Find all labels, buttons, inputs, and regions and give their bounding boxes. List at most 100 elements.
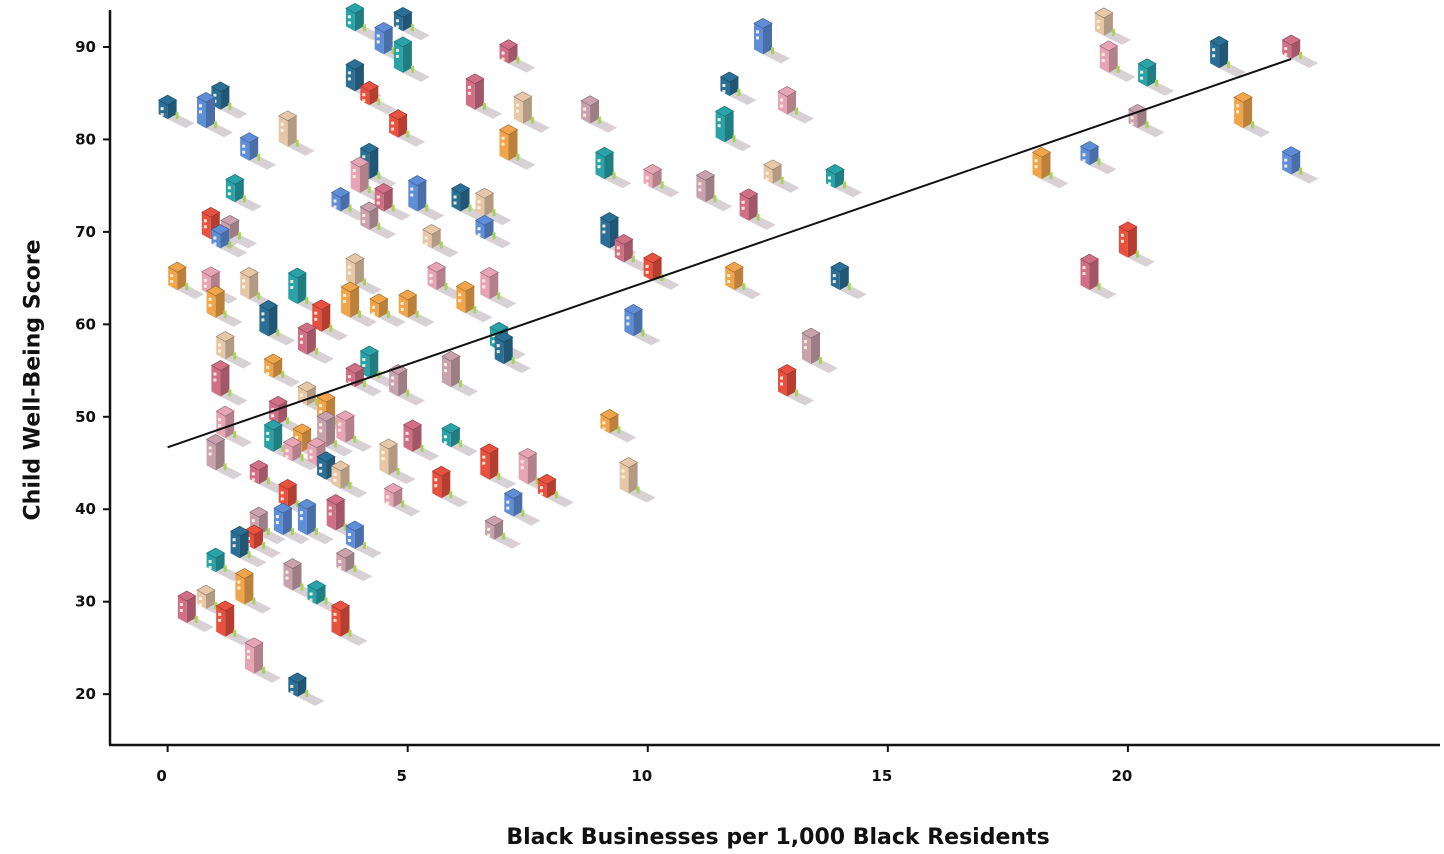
building-right-face bbox=[652, 257, 662, 281]
x-tick-label: 15 bbox=[871, 767, 892, 785]
building-window bbox=[160, 107, 164, 111]
building-roof bbox=[244, 524, 264, 536]
building-left-face bbox=[427, 267, 437, 291]
building-shadow bbox=[1127, 252, 1155, 267]
building-right-face bbox=[1219, 41, 1229, 69]
building-shrub bbox=[1049, 172, 1053, 180]
building-window bbox=[391, 127, 395, 131]
building-window bbox=[386, 501, 390, 505]
building-left-face bbox=[307, 442, 317, 466]
building-left-face bbox=[345, 526, 355, 549]
building-shrub bbox=[281, 444, 285, 452]
building-window bbox=[208, 560, 212, 564]
building-window bbox=[381, 457, 385, 460]
building-right-face bbox=[489, 448, 499, 480]
building-shadow bbox=[258, 530, 286, 545]
building-icon bbox=[345, 520, 382, 558]
building-shrub bbox=[511, 357, 515, 365]
building-shadow bbox=[1108, 67, 1136, 82]
building-window bbox=[717, 124, 721, 128]
building-window bbox=[400, 301, 404, 305]
building-icon bbox=[1094, 7, 1131, 45]
building-window bbox=[602, 427, 606, 431]
building-icon bbox=[431, 465, 469, 508]
building-right-face bbox=[1291, 151, 1301, 175]
building-roof bbox=[494, 331, 514, 343]
building-icon bbox=[345, 253, 382, 295]
building-roof bbox=[1094, 7, 1114, 19]
building-icon bbox=[719, 71, 757, 105]
building-shrub bbox=[194, 616, 198, 623]
building-window bbox=[338, 422, 342, 426]
building-shrub bbox=[530, 116, 534, 124]
building-icon bbox=[494, 331, 531, 374]
building-shrub bbox=[300, 454, 304, 462]
building-shrub bbox=[1135, 250, 1139, 258]
building-shrub bbox=[410, 24, 414, 32]
building-roof bbox=[1079, 140, 1100, 152]
building-window bbox=[247, 655, 250, 659]
building-icon bbox=[1079, 253, 1117, 300]
building-icon bbox=[273, 502, 310, 545]
building-icon bbox=[210, 360, 248, 406]
building-roof bbox=[614, 234, 634, 245]
building-shrub bbox=[262, 666, 265, 674]
building-window bbox=[362, 364, 366, 367]
building-right-face bbox=[306, 386, 316, 406]
building-shadow bbox=[220, 391, 248, 406]
building-window bbox=[583, 107, 587, 111]
building-icon bbox=[398, 289, 435, 327]
building-window bbox=[1212, 48, 1216, 52]
building-shadow bbox=[763, 49, 790, 64]
building-window bbox=[299, 517, 303, 521]
building-window bbox=[179, 609, 183, 612]
building-left-face bbox=[1282, 151, 1292, 175]
building-window bbox=[1082, 159, 1086, 163]
building-shrub bbox=[281, 371, 285, 378]
building-icon bbox=[422, 224, 459, 258]
building-shrub bbox=[233, 629, 237, 637]
building-icon bbox=[239, 267, 277, 309]
building-icon bbox=[1281, 146, 1319, 184]
building-roof bbox=[695, 169, 716, 181]
building-shrub bbox=[391, 204, 395, 212]
building-roof bbox=[306, 580, 327, 591]
building-window bbox=[405, 431, 409, 435]
building-shrub bbox=[238, 232, 241, 240]
building-icon bbox=[263, 353, 301, 387]
building-shadow bbox=[1041, 174, 1069, 189]
building-right-face bbox=[508, 129, 518, 161]
building-left-face bbox=[201, 271, 211, 295]
building-right-face bbox=[527, 453, 537, 485]
building-shadow bbox=[220, 104, 248, 119]
building-window bbox=[727, 280, 731, 284]
building-shrub bbox=[175, 112, 179, 120]
building-window bbox=[275, 521, 279, 525]
building-shrub bbox=[343, 523, 347, 531]
building-window bbox=[247, 649, 250, 653]
building-shadow bbox=[215, 465, 243, 480]
building-icon bbox=[1118, 221, 1155, 267]
building-left-face bbox=[269, 401, 279, 425]
building-window bbox=[597, 159, 601, 163]
building-icon bbox=[378, 438, 416, 484]
building-window bbox=[347, 381, 351, 385]
building-left-face bbox=[216, 336, 226, 360]
building-roof bbox=[273, 502, 293, 514]
building-right-face bbox=[729, 77, 739, 96]
building-icon bbox=[297, 322, 334, 364]
building-window bbox=[232, 544, 236, 548]
building-window bbox=[496, 350, 500, 354]
building-right-face bbox=[321, 304, 331, 332]
building-right-face bbox=[407, 294, 417, 318]
building-icon bbox=[393, 6, 430, 41]
building-roof bbox=[278, 110, 298, 122]
building-window bbox=[261, 318, 265, 322]
y-axis-title: Child Well-Being Score bbox=[21, 240, 46, 521]
building-shadow bbox=[369, 100, 397, 115]
building-right-face bbox=[734, 267, 744, 291]
building-roof bbox=[268, 395, 288, 407]
building-shadow bbox=[652, 183, 680, 198]
building-shrub bbox=[847, 283, 851, 291]
building-shrub bbox=[819, 357, 822, 365]
